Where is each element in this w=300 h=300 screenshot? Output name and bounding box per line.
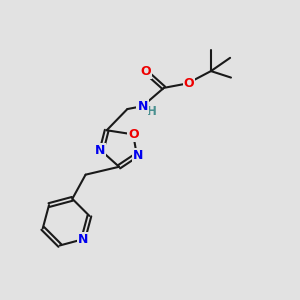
Text: N: N xyxy=(137,100,148,112)
Text: O: O xyxy=(184,77,194,90)
Text: N: N xyxy=(95,144,105,158)
Text: O: O xyxy=(128,128,139,141)
Text: H: H xyxy=(146,105,156,118)
Text: O: O xyxy=(140,64,151,78)
Text: N: N xyxy=(78,233,88,246)
Text: N: N xyxy=(133,148,143,161)
